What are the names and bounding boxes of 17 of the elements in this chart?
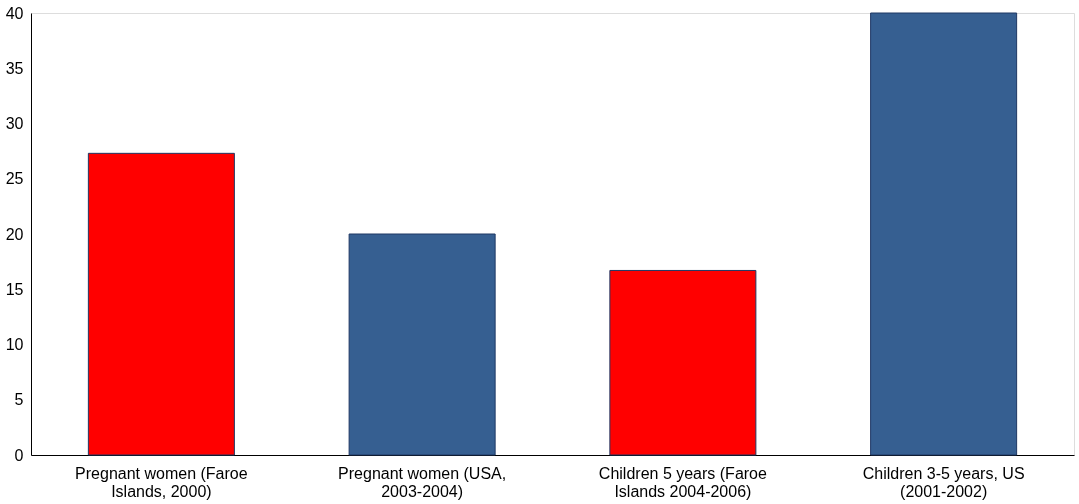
x-tick-label: Children 5 years (Faroe Islands 2004-2006) [598, 464, 768, 500]
y-tick-label: 40 [5, 4, 24, 22]
bar [348, 233, 496, 456]
y-tick-label: 0 [14, 446, 24, 464]
y-tick-label: 15 [5, 280, 24, 298]
bar [870, 12, 1018, 456]
x-tick-label: Children 3-5 years, US (2001-2002) [862, 464, 1025, 500]
y-tick-label: 25 [5, 170, 24, 188]
x-tick-label: Pregnant women (Faroe Islands, 2000) [75, 464, 248, 500]
y-tick-label: 30 [5, 115, 24, 132]
x-tick-label: Pregnant women (USA, 2003-2004) [338, 464, 507, 500]
y-tick-label: 20 [5, 225, 24, 243]
bar [609, 269, 757, 456]
y-tick-label: 35 [5, 59, 24, 77]
bar [87, 152, 235, 456]
y-tick-label: 10 [5, 336, 24, 353]
y-tick-label: 5 [14, 391, 24, 409]
